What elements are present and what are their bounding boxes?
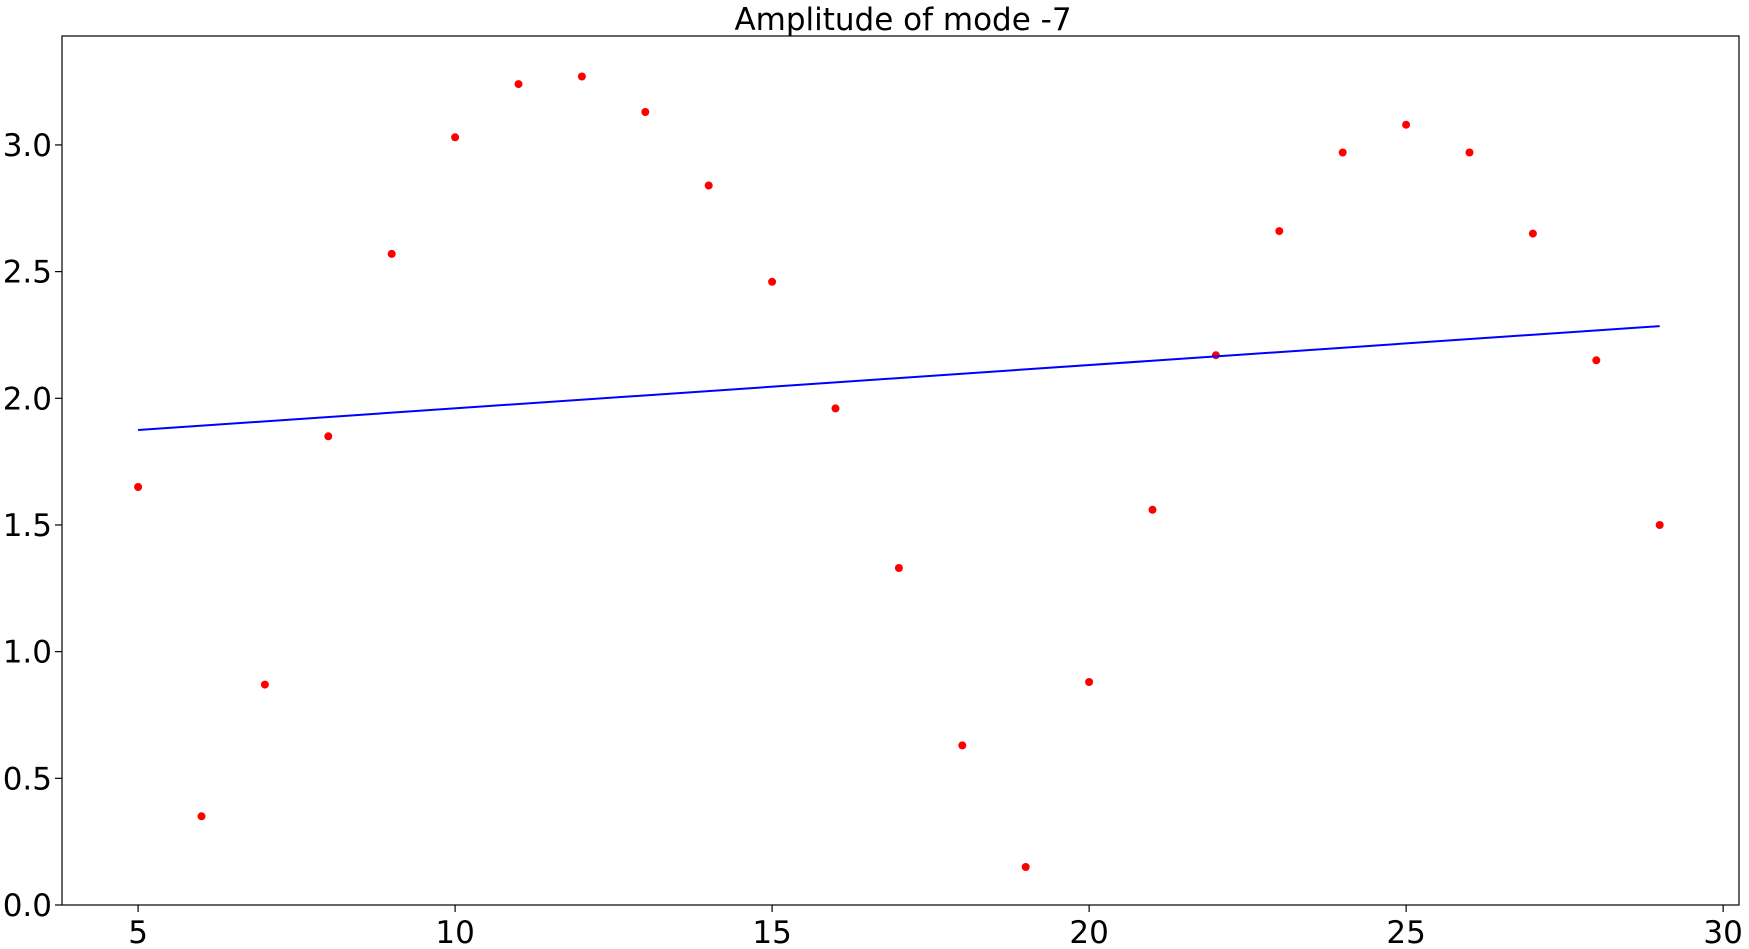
plot-area	[134, 72, 1664, 871]
data-point	[1275, 227, 1284, 236]
data-point	[387, 249, 396, 258]
data-point	[1021, 863, 1030, 871]
x-tick-label: 5	[128, 915, 148, 949]
y-tick-label: 2.0	[3, 381, 52, 417]
x-tick-label: 20	[1069, 915, 1108, 949]
data-point	[324, 432, 333, 441]
y-tick-label: 0.5	[3, 761, 52, 797]
y-tick-label: 2.5	[3, 255, 52, 291]
data-point	[1655, 521, 1664, 529]
chart-title: Amplitude of mode -7	[734, 2, 1071, 38]
data-point	[831, 404, 840, 413]
data-point	[768, 277, 777, 286]
data-point	[1148, 505, 1157, 514]
trend-line	[138, 325, 1660, 431]
y-tick-label: 0.0	[3, 888, 52, 924]
x-tick-label: 25	[1386, 915, 1425, 949]
data-point	[1211, 351, 1220, 360]
data-point	[704, 181, 713, 190]
data-point	[260, 680, 269, 689]
y-tick-label: 3.0	[3, 128, 52, 164]
x-tick-label: 30	[1703, 915, 1742, 949]
data-point	[1085, 678, 1094, 686]
axes: 5 10 15 20 25 30 0.0 0.5 1.0 1.5 2.0 2.5 3.0	[3, 128, 1743, 949]
plot-frame	[61, 35, 1740, 906]
data-point	[197, 812, 206, 821]
data-point	[1592, 356, 1601, 365]
x-tick-label: 10	[435, 915, 474, 949]
data-point	[451, 133, 460, 142]
data-point	[514, 80, 523, 89]
x-tick-label: 15	[752, 915, 791, 949]
data-point	[958, 741, 967, 750]
y-tick-label: 1.5	[3, 508, 52, 544]
data-point	[1338, 148, 1347, 157]
data-point	[894, 564, 903, 572]
data-point	[641, 108, 650, 116]
data-point	[577, 72, 586, 81]
y-tick-label: 1.0	[3, 635, 52, 671]
data-point	[1402, 120, 1411, 129]
data-point	[134, 483, 143, 491]
data-point	[1465, 148, 1474, 157]
data-point	[1528, 229, 1537, 238]
